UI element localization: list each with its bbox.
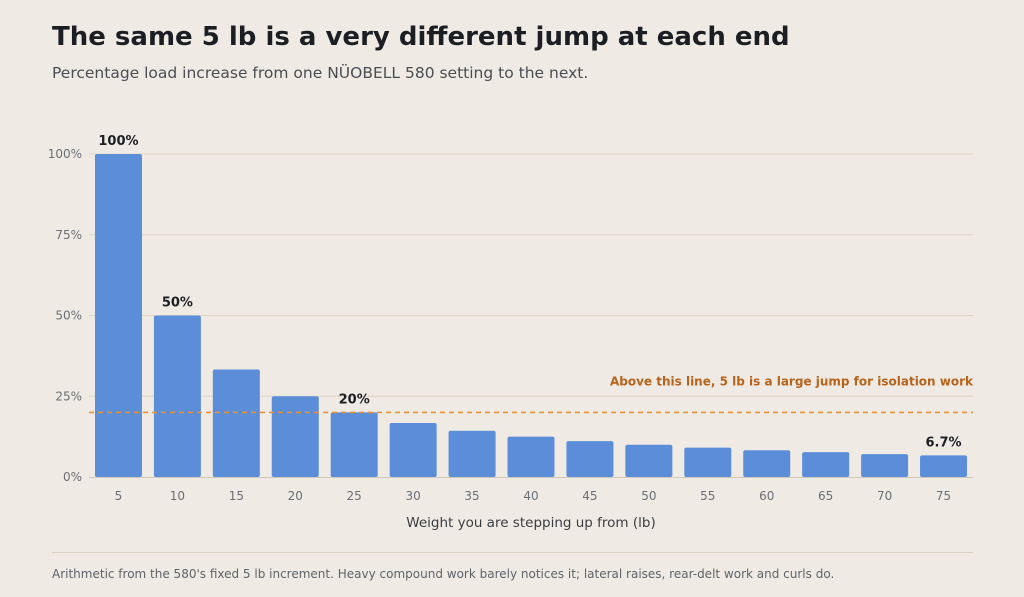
- bar-25: [330, 412, 378, 477]
- bar-70: [861, 454, 909, 477]
- x-tick-label: 30: [405, 489, 420, 503]
- bar-10: [153, 315, 201, 477]
- x-tick-label: 15: [229, 489, 244, 503]
- x-axis-title: Weight you are stepping up from (lb): [406, 515, 655, 531]
- x-tick-label: 60: [759, 489, 774, 503]
- y-tick-label: 100%: [48, 147, 82, 161]
- reference-line-label: Above this line, 5 lb is a large jump fo…: [610, 374, 974, 388]
- x-tick-label: 5: [115, 489, 123, 503]
- x-tick-label: 55: [700, 489, 715, 503]
- bar-60: [743, 450, 791, 477]
- footnote: Arithmetic from the 580's fixed 5 lb inc…: [52, 567, 835, 581]
- x-tick-label: 75: [936, 489, 951, 503]
- chart-title: The same 5 lb is a very different jump a…: [52, 22, 790, 52]
- x-tick-label: 70: [877, 489, 892, 503]
- bar-15: [212, 369, 260, 477]
- bar-30: [389, 423, 437, 477]
- x-tick-label: 10: [170, 489, 185, 503]
- x-tick-label: 35: [464, 489, 479, 503]
- x-tick-label: 45: [582, 489, 597, 503]
- bar-65: [802, 452, 850, 477]
- x-tick-label: 50: [641, 489, 656, 503]
- bar-20: [271, 396, 319, 477]
- bar-35: [448, 430, 496, 477]
- data-label: 6.7%: [926, 435, 962, 450]
- x-tick-label: 25: [347, 489, 362, 503]
- y-tick-label: 25%: [55, 389, 82, 403]
- bar-55: [684, 447, 732, 477]
- data-label: 50%: [162, 296, 193, 311]
- bar-50: [625, 444, 673, 477]
- data-label: 100%: [98, 134, 138, 149]
- bar-40: [507, 436, 555, 477]
- footer-divider: [52, 552, 973, 553]
- bar-75: [920, 455, 968, 477]
- chart-subtitle: Percentage load increase from one NÜOBEL…: [52, 64, 589, 82]
- bar-45: [566, 441, 614, 477]
- y-tick-label: 75%: [55, 228, 82, 242]
- x-tick-label: 40: [523, 489, 538, 503]
- x-tick-label: 65: [818, 489, 833, 503]
- bar-5: [94, 154, 142, 477]
- data-label: 20%: [339, 392, 370, 407]
- y-tick-label: 50%: [55, 309, 82, 323]
- y-tick-label: 0%: [63, 470, 82, 484]
- x-tick-label: 20: [288, 489, 303, 503]
